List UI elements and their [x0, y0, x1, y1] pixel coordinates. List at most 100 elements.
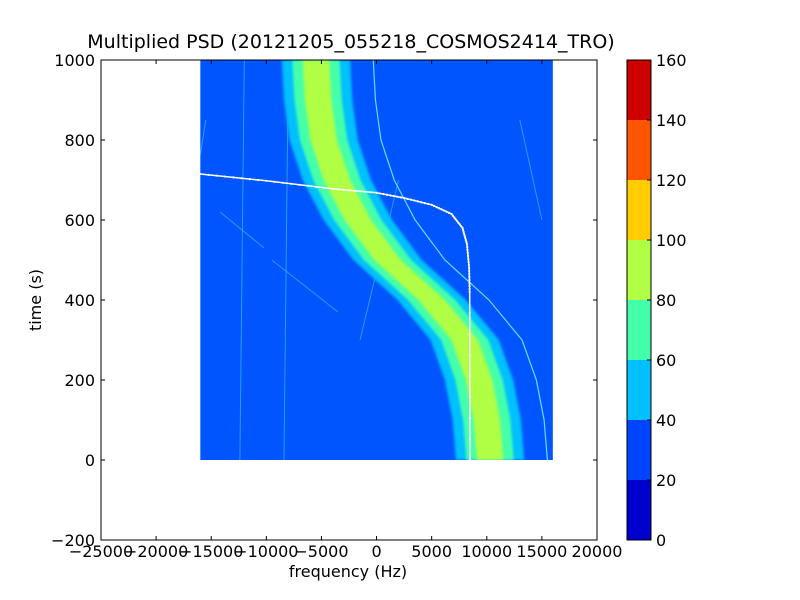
white-curve-marker — [265, 179, 268, 182]
interference-line — [219, 211, 265, 249]
white-curve-marker — [468, 416, 472, 420]
white-curve-marker — [465, 240, 468, 244]
white-curve-marker — [468, 275, 471, 279]
y-axis-title: time (s) — [26, 269, 45, 331]
x-tick-label: −15000 — [179, 542, 243, 561]
white-curve-marker — [331, 187, 334, 190]
colorbar-tick-label: 120 — [656, 171, 687, 190]
colorbar-segment — [627, 120, 651, 180]
white-curve-marker — [403, 196, 406, 200]
white-curve-marker — [467, 263, 470, 267]
white-curve-marker — [463, 234, 466, 238]
white-curve-marker — [364, 190, 367, 193]
white-curve-marker — [460, 225, 463, 228]
y-tick-label: 1000 — [54, 51, 95, 70]
interference-line — [519, 119, 543, 221]
white-curve-marker — [464, 236, 467, 240]
white-curve-marker — [468, 353, 471, 357]
white-curve-marker — [468, 311, 471, 315]
white-curve-marker — [199, 172, 202, 176]
axis-ticks: −25000−20000−15000−10000−5000 0 5000 10000 1… — [51, 51, 622, 561]
white-curve-marker — [336, 188, 340, 191]
interference-line — [271, 259, 339, 313]
white-curve-marker — [466, 245, 469, 249]
white-curve-marker — [215, 174, 218, 177]
x-tick-label: −25000 — [69, 542, 133, 561]
white-curve-marker — [420, 201, 423, 204]
white-curve-marker — [409, 198, 413, 201]
colorbar-segment — [627, 60, 651, 120]
white-curve-marker — [399, 196, 402, 199]
white-curve-marker — [392, 194, 395, 198]
white-curve-marker — [468, 332, 471, 336]
white-curve-marker — [314, 185, 318, 188]
white-curve-marker — [290, 182, 293, 185]
white-curve-marker — [347, 189, 351, 192]
white-curve-marker — [382, 193, 385, 196]
y-tick-label: 0 — [85, 451, 95, 470]
white-curve-marker — [438, 207, 441, 210]
white-curve-marker — [468, 278, 471, 282]
secondary-trace — [372, 60, 548, 460]
x-tick-label: −10000 — [234, 542, 298, 561]
colorbar-segment — [627, 420, 651, 480]
white-curve-marker — [463, 232, 466, 236]
white-curve-marker — [466, 248, 469, 252]
y-tick-label: 400 — [64, 291, 95, 310]
white-curve-marker — [248, 178, 251, 181]
white-curve-marker — [467, 260, 470, 264]
colorbar-tick-label: 160 — [656, 51, 687, 70]
white-curve-marker — [223, 175, 227, 178]
x-tick-label: −20000 — [124, 542, 188, 561]
white-curve-marker — [447, 211, 451, 214]
white-curve-marker — [468, 272, 471, 276]
white-curve-marker — [413, 199, 416, 202]
white-curve-marker — [451, 214, 454, 217]
white-curve-marker — [445, 210, 448, 213]
white-curve-marker — [406, 197, 409, 200]
colorbar-segment — [627, 300, 651, 360]
white-curve-marker — [468, 437, 472, 441]
signal-band-layer — [292, 60, 514, 460]
white-curve-marker — [468, 281, 471, 285]
colorbar-tick-label: 40 — [656, 411, 676, 430]
white-curve-marker — [461, 226, 464, 230]
white-curve-marker — [458, 223, 461, 226]
white-curve-marker — [468, 284, 471, 288]
x-axis-title: frequency (Hz) — [289, 562, 407, 581]
white-curve-marker — [342, 188, 345, 191]
white-curve-marker — [207, 173, 210, 176]
white-curve-marker — [461, 228, 465, 232]
chart-title: Multiplied PSD (20121205_055218_COSMOS24… — [87, 31, 614, 53]
white-curve-marker — [416, 200, 419, 203]
white-curve-marker — [232, 176, 235, 179]
white-curve-marker — [468, 287, 471, 291]
y-tick-label: 200 — [64, 371, 95, 390]
white-curve-marker — [464, 238, 467, 242]
white-curve-marker — [454, 218, 457, 221]
white-curve-marker — [468, 374, 471, 378]
x-tick-label: 10000 — [461, 542, 512, 561]
x-tick-label: 5000 — [411, 542, 452, 561]
white-curve-marker — [396, 195, 399, 198]
y-tick-label: 600 — [64, 211, 95, 230]
colorbar-tick-label: 60 — [656, 351, 676, 370]
white-curve-marker — [468, 290, 471, 294]
white-curve-marker — [353, 189, 356, 192]
colorbar-tick-label: 0 — [656, 531, 666, 550]
white-curve-marker — [468, 395, 471, 399]
white-curve-marker — [427, 202, 430, 206]
white-curve-marker — [298, 183, 301, 186]
colorbar-segment — [627, 180, 651, 240]
white-curve-marker — [323, 186, 326, 189]
white-curve-marker — [433, 204, 436, 208]
white-curve-marker — [440, 208, 443, 211]
interference-line — [200, 119, 207, 157]
white-curve-marker — [435, 206, 438, 209]
white-curve-marker — [375, 191, 378, 194]
white-curve-marker — [455, 219, 459, 223]
white-curve-marker — [430, 203, 433, 206]
colorbar-segment — [627, 480, 651, 540]
colorbar: 0 20 40 60 80 100 120 140 160 — [626, 51, 687, 550]
